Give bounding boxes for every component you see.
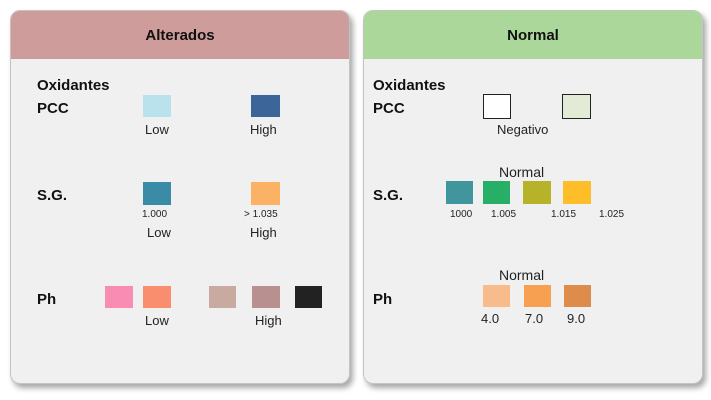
sg-normal-swatch-4 <box>563 181 591 204</box>
pcc-low-caption: Low <box>145 122 169 137</box>
sg-normal-swatch-3 <box>523 181 551 204</box>
ph-normal-swatch-1 <box>483 285 510 307</box>
ph-swatch-1 <box>105 286 133 308</box>
oxidantes-heading: Oxidantes <box>37 77 110 94</box>
normal-header: Normal <box>364 11 702 59</box>
ph-normal-value-3: 9.0 <box>567 311 586 326</box>
normal-panel: Normal Oxidantes PCC Negativo Normal S.G… <box>363 10 703 384</box>
ph-normal-swatch-2 <box>524 285 551 307</box>
pcc-negativo-caption: Negativo <box>497 122 549 137</box>
pcc-negativo-swatch-1 <box>483 94 511 119</box>
alterados-panel: Alterados Oxidantes PCC Low High S.G. 1.… <box>10 10 350 384</box>
ph-swatch-4 <box>252 286 280 308</box>
sg-normal-value-4: 1.025 <box>599 209 625 220</box>
pcc-negativo-swatch-2 <box>562 94 591 119</box>
sg-high-swatch <box>251 182 280 205</box>
pcc-high-caption: High <box>250 122 277 137</box>
sg-low-swatch <box>143 182 171 205</box>
ph-swatch-3 <box>209 286 236 308</box>
pcc-high-swatch <box>251 95 280 117</box>
sg-high-caption: High <box>250 225 277 240</box>
sg-normal-value-3: 1.015 <box>551 209 577 220</box>
ph-normal-value-1: 4.0 <box>481 311 500 326</box>
oxidantes-heading: Oxidantes <box>373 77 446 94</box>
alterados-header: Alterados <box>11 11 349 59</box>
ph-normal-value-2: 7.0 <box>525 311 544 326</box>
sg-high-value: > 1.035 <box>244 209 278 220</box>
sg-low-caption: Low <box>147 225 171 240</box>
ph-label: Ph <box>373 291 393 308</box>
sg-label: S.G. <box>37 187 68 204</box>
ph-high-caption: High <box>255 313 282 328</box>
sg-label: S.G. <box>373 187 404 204</box>
sg-normal-value-2: 1.005 <box>491 209 517 220</box>
sg-normal-value-1: 1000 <box>450 209 473 220</box>
ph-swatch-5 <box>295 286 322 308</box>
sg-normal-swatch-2 <box>483 181 510 204</box>
sg-normal-title: Normal <box>499 164 545 180</box>
pcc-label: PCC <box>37 100 69 117</box>
ph-swatch-2 <box>143 286 171 308</box>
pcc-low-swatch <box>143 95 171 117</box>
ph-normal-swatch-3 <box>564 285 591 307</box>
sg-normal-swatch-1 <box>446 181 473 204</box>
sg-low-value: 1.000 <box>142 209 168 220</box>
ph-label: Ph <box>37 291 57 308</box>
ph-low-caption: Low <box>145 313 169 328</box>
pcc-label: PCC <box>373 100 405 117</box>
ph-normal-title: Normal <box>499 267 545 283</box>
